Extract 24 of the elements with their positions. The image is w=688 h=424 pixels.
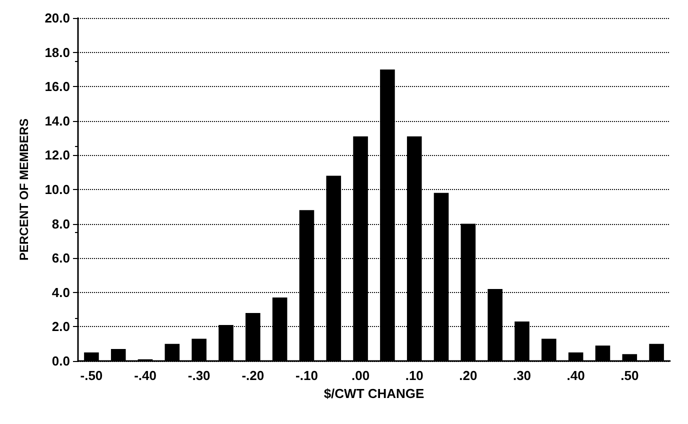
y-tick-label: 18.0 <box>44 44 70 60</box>
y-tick-label: 12.0 <box>44 148 70 163</box>
y-tick-label: 16.0 <box>44 79 70 94</box>
y-tick-label: 8.0 <box>52 216 70 232</box>
x-tick-label: .40 <box>566 368 585 383</box>
x-tick-label: -.40 <box>134 368 156 383</box>
x-tick-label: -.20 <box>242 368 264 383</box>
x-tick-label: -.50 <box>80 368 103 383</box>
x-tick-label: .30 <box>512 368 532 383</box>
y-tick-label: 6.0 <box>52 250 70 266</box>
x-axis-title: $/CWT CHANGE <box>324 386 425 401</box>
x-tick-label: -.10 <box>296 368 318 383</box>
y-tick-label: 2.0 <box>52 319 70 334</box>
x-tick-label: .00 <box>352 368 370 383</box>
y-tick-label: 4.0 <box>52 284 70 300</box>
y-tick-label: 10.0 <box>44 182 70 197</box>
x-tick-label: .10 <box>405 368 424 383</box>
y-axis-title: PERCENT OF MEMBERS <box>17 118 31 261</box>
x-tick-label: -.30 <box>188 368 210 383</box>
x-tick-label: .20 <box>459 368 478 383</box>
y-tick-label: 14.0 <box>44 113 70 128</box>
y-tick-label: 20.0 <box>44 10 70 26</box>
x-tick-label: .50 <box>620 368 639 383</box>
y-tick-label: 0.0 <box>52 354 70 368</box>
